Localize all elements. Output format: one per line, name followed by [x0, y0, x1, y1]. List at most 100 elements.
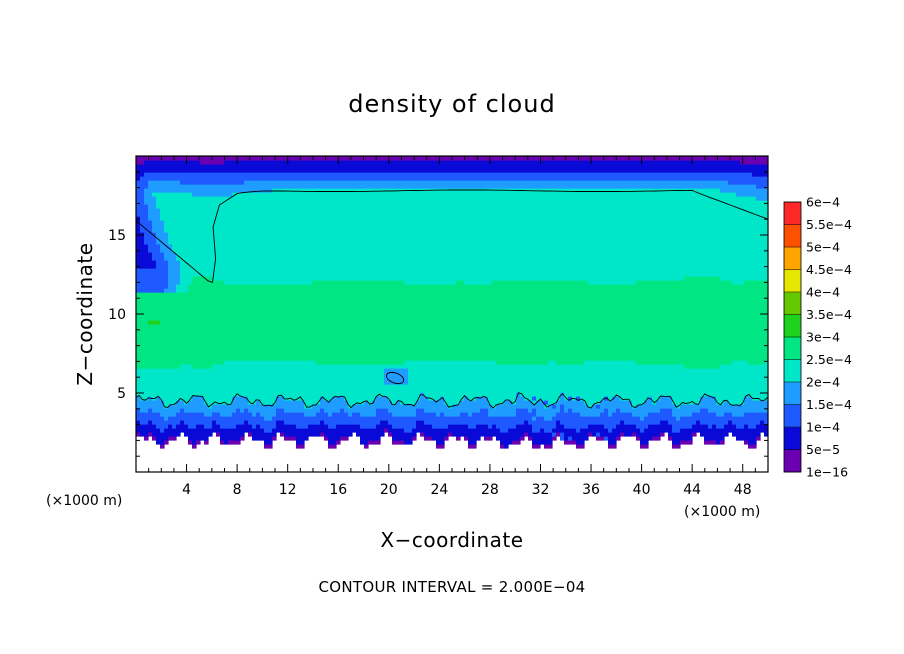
density-cell [328, 336, 333, 341]
density-cell [436, 400, 441, 405]
density-cell [160, 356, 165, 361]
density-cell [640, 352, 645, 357]
density-cell [604, 420, 609, 425]
density-cell [228, 392, 233, 397]
density-cell [388, 428, 393, 433]
density-cell [284, 380, 289, 385]
density-cell [696, 328, 701, 333]
density-cell [572, 320, 577, 325]
density-cell [432, 372, 437, 377]
density-cell [196, 388, 201, 393]
density-cell [556, 332, 561, 337]
density-cell [688, 428, 693, 433]
density-cell [420, 372, 425, 377]
density-cell [156, 360, 161, 365]
density-cell [664, 320, 669, 325]
density-cell [548, 336, 553, 341]
density-cell [328, 384, 333, 389]
density-cell [648, 320, 653, 325]
density-cell [308, 328, 313, 333]
density-cell [260, 400, 265, 405]
density-cell [348, 368, 353, 373]
density-cell [552, 400, 557, 405]
density-cell [204, 388, 209, 393]
density-cell [628, 376, 633, 381]
density-cell [140, 320, 145, 325]
density-cell [228, 312, 233, 317]
density-cell [748, 368, 753, 373]
density-cell [508, 404, 513, 409]
density-cell [288, 392, 293, 397]
density-cell [404, 368, 409, 373]
density-cell [488, 424, 493, 429]
density-cell [656, 352, 661, 357]
density-cell [604, 416, 609, 421]
density-cell [580, 420, 585, 425]
density-cell [384, 320, 389, 325]
density-cell [444, 424, 449, 429]
density-cell [680, 332, 685, 337]
density-cell [596, 436, 601, 441]
density-cell [328, 392, 333, 397]
density-cell [748, 404, 753, 409]
density-cell [160, 324, 165, 329]
density-cell [420, 400, 425, 405]
density-cell [656, 424, 661, 429]
density-cell [600, 416, 605, 421]
density-cell [552, 388, 557, 393]
density-cell [384, 360, 389, 365]
density-cell [536, 436, 541, 441]
density-cell [604, 328, 609, 333]
density-cell [328, 396, 333, 401]
density-cell [356, 428, 361, 433]
density-cell [728, 344, 733, 349]
density-cell [208, 396, 213, 401]
density-cell [544, 424, 549, 429]
density-cell [468, 360, 473, 365]
density-cell [172, 320, 177, 325]
density-cell [164, 324, 169, 329]
density-cell [488, 404, 493, 409]
density-cell [388, 352, 393, 357]
density-cell [400, 340, 405, 345]
density-cell [552, 384, 557, 389]
density-cell [680, 388, 685, 393]
density-cell [592, 328, 597, 333]
density-cell [400, 424, 405, 429]
density-cell [724, 388, 729, 393]
density-cell [760, 320, 765, 325]
density-cell [724, 328, 729, 333]
density-cell [168, 324, 173, 329]
density-cell [188, 432, 193, 437]
density-cell [464, 388, 469, 393]
density-cell [560, 348, 565, 353]
density-cell [208, 432, 213, 437]
density-cell [452, 412, 457, 417]
density-cell [520, 320, 525, 325]
density-cell [188, 320, 193, 325]
density-cell [564, 328, 569, 333]
density-cell [668, 416, 673, 421]
density-cell [404, 440, 409, 445]
density-cell [300, 440, 305, 445]
density-cell [312, 344, 317, 349]
density-cell [356, 348, 361, 353]
density-cell [680, 416, 685, 421]
density-cell [552, 348, 557, 353]
density-cell [556, 424, 561, 429]
density-cell [584, 432, 589, 437]
density-cell [656, 316, 661, 321]
density-cell [184, 412, 189, 417]
density-cell [388, 344, 393, 349]
density-cell [656, 320, 661, 325]
density-cell [380, 352, 385, 357]
density-cell [364, 368, 369, 373]
density-cell [732, 332, 737, 337]
density-cell [260, 376, 265, 381]
density-cell [696, 320, 701, 325]
density-cell [564, 416, 569, 421]
density-cell [144, 376, 149, 381]
density-cell [176, 320, 181, 325]
density-cell [512, 420, 517, 425]
density-cell [192, 440, 197, 445]
